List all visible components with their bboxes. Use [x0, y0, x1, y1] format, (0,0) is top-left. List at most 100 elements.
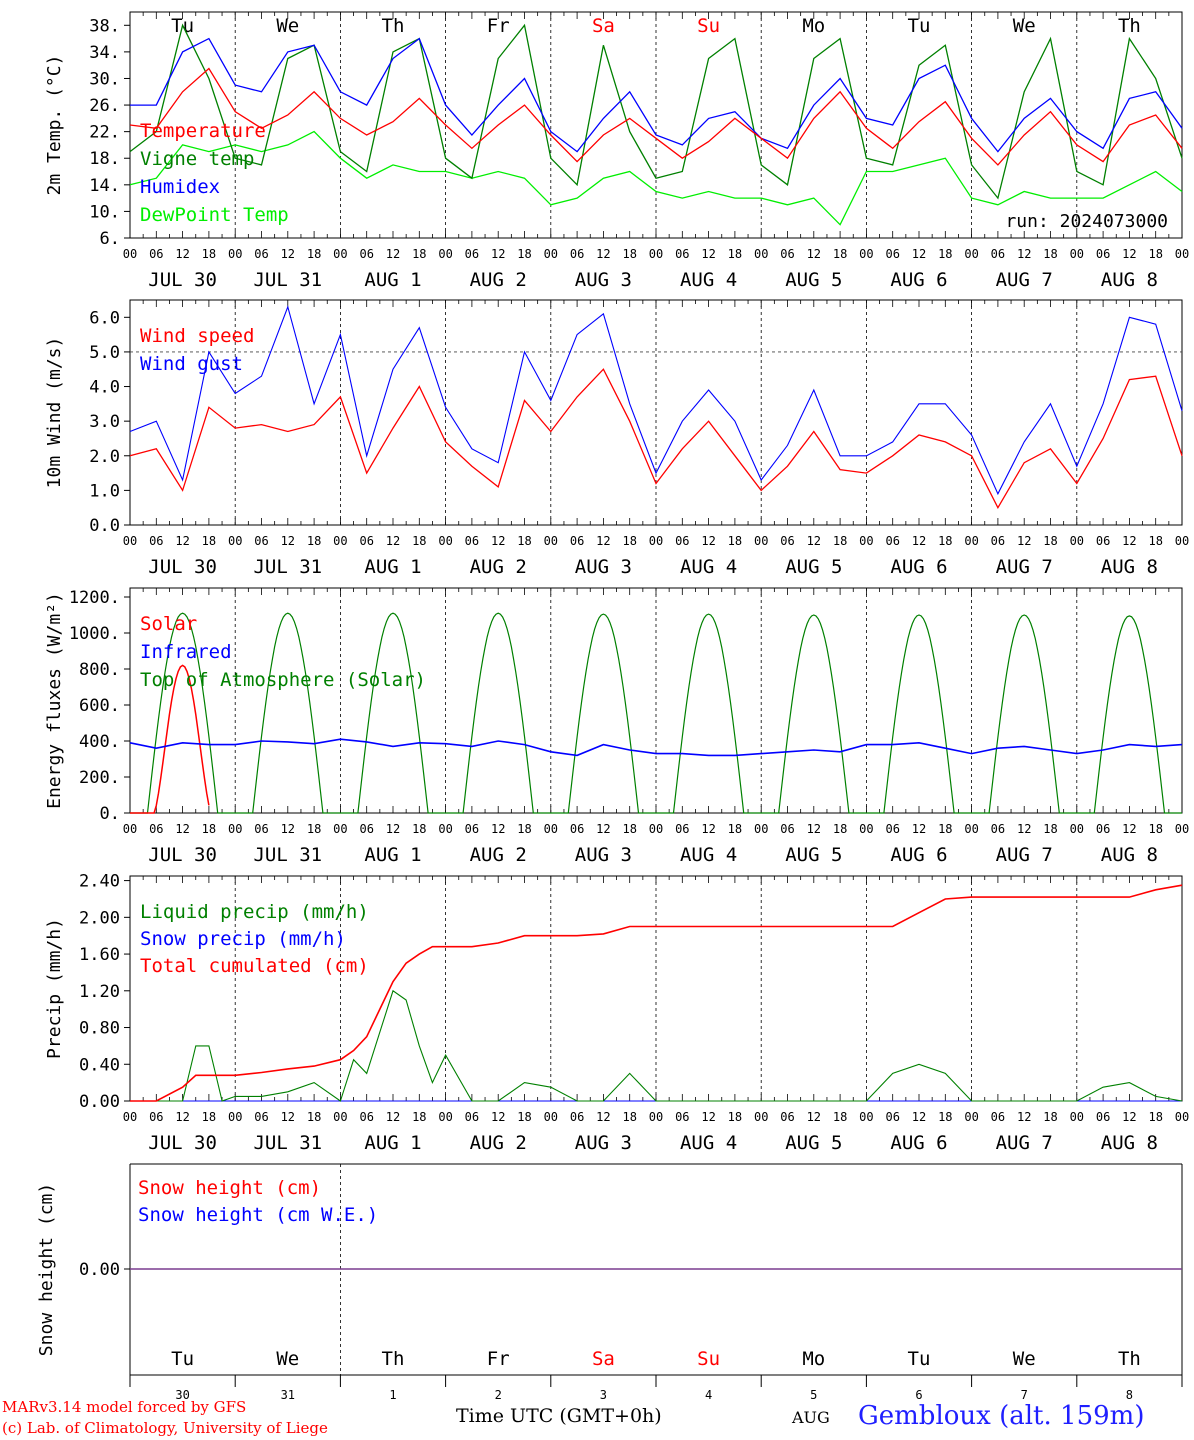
hour-tick-label: 00: [438, 247, 452, 261]
hour-tick-label: 12: [175, 534, 189, 548]
hour-tick-label: 00: [1070, 1110, 1084, 1124]
hour-tick-label: 00: [228, 1110, 242, 1124]
hour-tick-label: 06: [359, 822, 373, 836]
date-label: AUG 5: [785, 556, 842, 578]
hour-tick-label: 06: [465, 822, 479, 836]
hour-tick-label: 00: [544, 1110, 558, 1124]
legend-entry: Snow height (cm W.E.): [138, 1204, 378, 1226]
hour-tick-label: 06: [254, 822, 268, 836]
legend-entry: Liquid precip (mm/h): [140, 901, 369, 923]
hour-tick-label: 12: [912, 247, 926, 261]
series-line-dewpoint-temp: [129, 130, 1183, 226]
hour-tick-label: 00: [123, 534, 137, 548]
hour-tick-label: 00: [649, 822, 663, 836]
hour-tick-label: 12: [491, 247, 505, 261]
date-label: JUL 31: [253, 269, 322, 291]
legend-entry: Humidex: [140, 176, 220, 198]
y-tick-label: 14.: [89, 176, 120, 196]
hour-tick-label: 06: [991, 1110, 1005, 1124]
hour-tick-label: 18: [622, 247, 636, 261]
hour-tick-label: 12: [912, 1110, 926, 1124]
hour-tick-label: 12: [1122, 1110, 1136, 1124]
hour-tick-label: 18: [1148, 822, 1162, 836]
hour-tick-label: 06: [149, 1110, 163, 1124]
hour-tick-label: 00: [333, 534, 347, 548]
hour-tick-label: 06: [1096, 534, 1110, 548]
series-line-liquid-precip: [130, 989, 1183, 1102]
hour-tick-label: 00: [438, 1110, 452, 1124]
bottom-day-number: 7: [1021, 1388, 1028, 1402]
series-line-vigne-temp: [129, 23, 1183, 200]
hour-tick-label: 06: [675, 1110, 689, 1124]
panel-frame: [129, 299, 1183, 526]
y-tick-label: 4.0: [89, 378, 120, 398]
hour-tick-label: 00: [1175, 534, 1189, 548]
day-name-label: Mo: [802, 1348, 825, 1370]
hour-tick-label: 12: [701, 1110, 715, 1124]
day-name-label: We: [276, 1348, 299, 1370]
hour-tick-label: 12: [596, 247, 610, 261]
y-tick-label: 2.00: [79, 908, 120, 928]
hour-tick-label: 06: [780, 1110, 794, 1124]
hour-tick-label: 18: [517, 822, 531, 836]
hour-tick-label: 00: [859, 534, 873, 548]
hour-tick-label: 06: [465, 247, 479, 261]
series-line-solar: [130, 664, 210, 814]
y-tick-label: 30.: [89, 69, 120, 89]
hour-tick-label: 12: [596, 822, 610, 836]
hour-tick-label: 00: [333, 822, 347, 836]
hour-tick-label: 18: [517, 1110, 531, 1124]
hour-tick-label: 12: [491, 822, 505, 836]
hour-tick-label: 00: [1175, 1110, 1189, 1124]
date-label: AUG 4: [680, 269, 737, 291]
day-name-label: Th: [1118, 1348, 1141, 1370]
date-label: AUG 8: [1101, 1132, 1158, 1154]
hour-tick-label: 00: [123, 247, 137, 261]
hour-tick-label: 18: [307, 822, 321, 836]
hour-tick-label: 18: [1148, 1110, 1162, 1124]
hour-tick-label: 18: [412, 822, 426, 836]
hour-tick-label: 06: [780, 822, 794, 836]
hour-tick-label: 12: [281, 1110, 295, 1124]
hour-tick-label: 00: [544, 822, 558, 836]
series-line-wind-speed: [129, 368, 1183, 510]
date-label: AUG 8: [1101, 269, 1158, 291]
hour-tick-label: 00: [859, 1110, 873, 1124]
date-label: AUG 2: [470, 1132, 527, 1154]
day-name-label: Mo: [802, 15, 825, 37]
series-line-top-of-atmosphere: [130, 612, 1182, 814]
hour-tick-label: 18: [1148, 247, 1162, 261]
hour-tick-label: 12: [701, 534, 715, 548]
bottom-day-number: 2: [495, 1388, 502, 1402]
hour-tick-label: 06: [359, 247, 373, 261]
date-label: AUG 4: [680, 1132, 737, 1154]
station-name: Gembloux (alt. 159m): [858, 1401, 1145, 1431]
hour-tick-label: 06: [149, 247, 163, 261]
date-label: AUG 8: [1101, 556, 1158, 578]
hour-tick-label: 12: [1017, 1110, 1031, 1124]
y-tick-label: 1.0: [89, 481, 120, 501]
hour-tick-label: 06: [675, 822, 689, 836]
series-line-infrared: [129, 738, 1183, 757]
day-name-label: Sa: [592, 1348, 615, 1370]
hour-tick-label: 00: [754, 534, 768, 548]
day-name-label: Sa: [592, 15, 615, 37]
date-label: AUG 3: [575, 1132, 632, 1154]
hour-tick-label: 18: [517, 534, 531, 548]
credit-model: MARv3.14 model forced by GFS: [2, 1398, 247, 1416]
y-tick-label: 1200.: [69, 588, 120, 608]
day-name-label: Tu: [908, 1348, 931, 1370]
y-tick-label: 400.: [79, 732, 120, 752]
day-name-label: Su: [697, 15, 720, 37]
legend-entry: Snow height (cm): [138, 1177, 321, 1199]
hour-tick-label: 18: [1148, 534, 1162, 548]
y-tick-label: 26.: [89, 96, 120, 116]
date-label: JUL 31: [253, 556, 322, 578]
hour-tick-label: 00: [649, 534, 663, 548]
hour-tick-label: 12: [807, 247, 821, 261]
date-label: JUL 31: [253, 844, 322, 866]
hour-tick-label: 12: [1017, 822, 1031, 836]
hour-tick-label: 00: [1070, 247, 1084, 261]
hour-tick-label: 00: [1175, 247, 1189, 261]
